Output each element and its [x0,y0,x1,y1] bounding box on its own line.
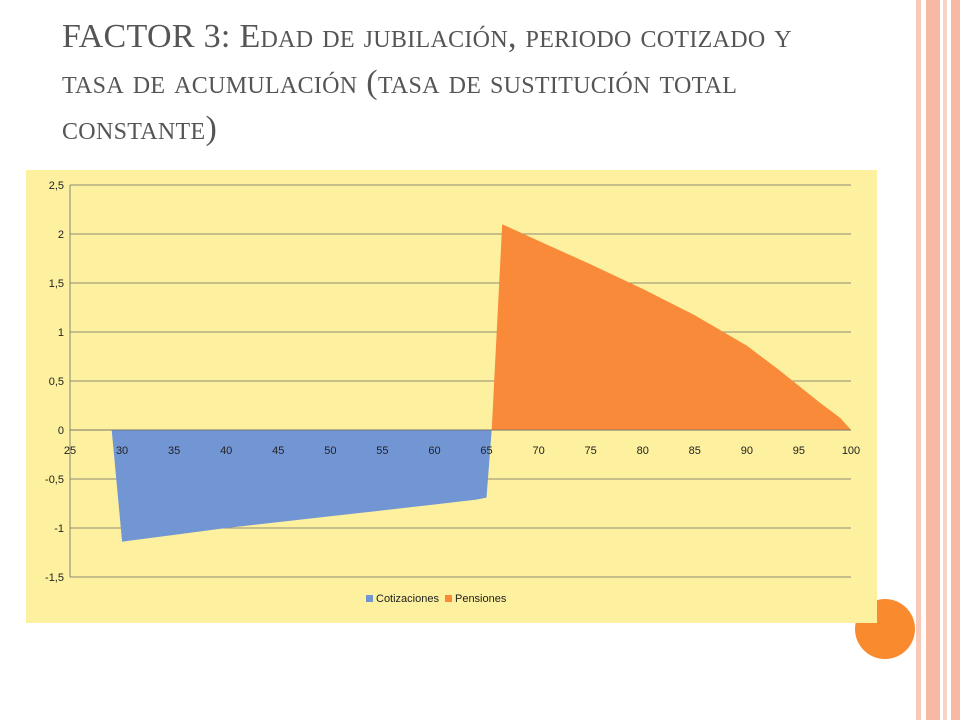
title-lead: FACTOR 3: E [62,18,261,55]
x-tick-label: 40 [220,445,232,457]
x-tick-label: 60 [428,445,440,457]
x-tick-label: 30 [116,445,128,457]
series-area-pensiones [491,224,851,430]
y-tick-label: 2 [58,229,64,241]
legend-label: Cotizaciones [376,593,439,605]
stripe [916,0,921,720]
y-tick-label: 1 [58,327,64,339]
x-tick-label: 35 [168,445,180,457]
stripe [943,0,947,720]
legend-swatch [444,595,452,602]
x-tick-label: 50 [324,445,336,457]
title-rest: dad de jubilación, periodo cotizado y ta… [62,18,792,147]
x-tick-label: 75 [585,445,597,457]
x-tick-label: 45 [272,445,284,457]
slide-title: FACTOR 3: Edad de jubilación, periodo co… [62,14,822,152]
y-tick-label: 1,5 [49,278,64,290]
x-tick-label: 80 [637,445,649,457]
legend-label: Pensiones [455,593,507,605]
x-tick-label: 55 [376,445,388,457]
x-tick-label: 70 [532,445,544,457]
y-axis: 2,5 2 1,5 1 0,5 0 -0,5 -1 -1,5 [45,180,71,584]
x-tick-label: 85 [689,445,701,457]
series-area-cotizaciones [111,430,492,542]
series-areas [111,224,851,542]
x-tick-label: 95 [793,445,805,457]
y-tick-label: -0,5 [45,474,64,486]
chart-container: 25 30 35 40 45 50 55 60 65 70 75 80 85 90 95 100 2,5 2 1,… [26,170,877,623]
legend: Cotizaciones Pensiones [366,593,507,605]
y-tick-label: 2,5 [49,180,64,192]
stripe [926,0,940,720]
x-tick-label: 65 [480,445,492,457]
x-tick-label: 100 [842,445,860,457]
x-tick-label: 90 [741,445,753,457]
area-chart: 25 30 35 40 45 50 55 60 65 70 75 80 85 90 95 100 2,521,… [26,170,877,623]
legend-swatch [366,595,373,602]
stripe [951,0,960,720]
y-tick-label: 0,5 [49,376,64,388]
decorative-side-stripes [916,0,960,720]
x-axis: 25 30 35 40 45 50 55 60 65 70 75 80 85 90 95 100 [64,429,860,457]
y-tick-label: -1 [54,523,64,535]
y-tick-label: -1,5 [45,572,64,584]
y-tick-label: 0 [58,425,64,437]
